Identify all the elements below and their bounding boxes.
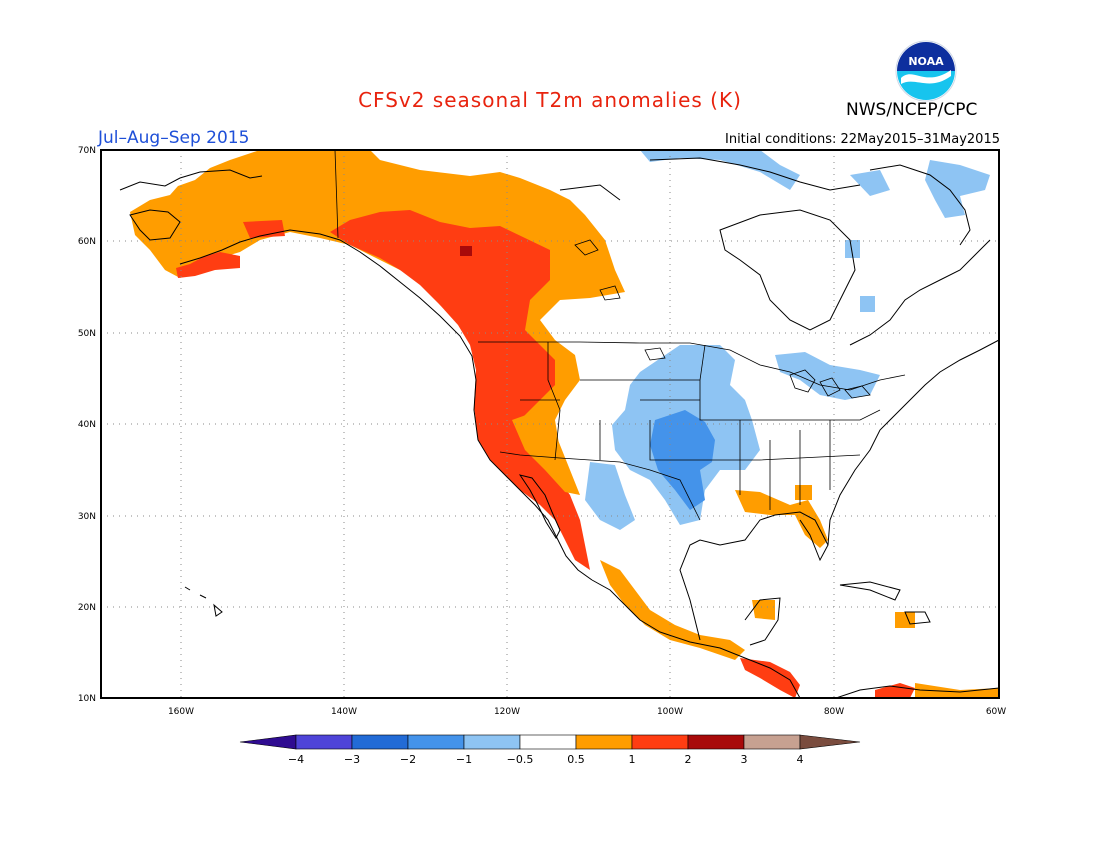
noaa-logo: NOAA [895, 40, 957, 102]
anomaly-region-baja [512, 410, 580, 495]
season-label: Jul–Aug–Sep 2015 [98, 128, 250, 148]
anomaly-region-hudson [845, 240, 860, 258]
lon-label: 140W [331, 707, 357, 717]
lat-label: 10N [78, 694, 96, 704]
colorbar-segment-m2-m1 [407, 734, 465, 750]
anomaly-region-caribbean [895, 612, 915, 628]
logo-text: NOAA [908, 55, 944, 68]
colorbar-label: −0.5 [507, 753, 534, 766]
colorbar-label: −1 [456, 753, 472, 766]
colorbar-segment-p05-p1 [575, 734, 633, 750]
agency-label: NWS/NCEP/CPC [846, 100, 978, 120]
anomaly-region-south-america-east [915, 683, 999, 698]
anomaly-region-south-america [875, 683, 915, 698]
colorbar-label: 3 [741, 753, 748, 766]
lon-label: 100W [657, 707, 683, 717]
map-frame [100, 149, 1000, 699]
anomaly-hotspot [460, 246, 472, 256]
lon-labels: 160W 140W 120W 100W 80W 60W [168, 707, 1006, 717]
coastlines [119, 157, 999, 698]
lon-label: 120W [494, 707, 520, 717]
anomaly-region-quebec [860, 296, 875, 312]
lat-label: 50N [78, 329, 96, 339]
colorbar-label: −4 [288, 753, 304, 766]
anomaly-region-pacific-coast [330, 210, 590, 570]
colorbar-segment-below-m4 [239, 734, 297, 750]
anomaly-region-greenland [925, 160, 990, 218]
colorbar-segment-m4-m3 [295, 734, 353, 750]
lon-label: 160W [168, 707, 194, 717]
lat-label: 60N [78, 237, 96, 247]
lat-label: 30N [78, 512, 96, 522]
colorbar-label: −3 [344, 753, 360, 766]
anomaly-region-yucatan [752, 600, 775, 620]
colorbar-segment-m3-m2 [351, 734, 409, 750]
initial-conditions-label: Initial conditions: 22May2015–31May2015 [725, 132, 1000, 147]
lon-label: 80W [824, 707, 844, 717]
colorbar-label: −2 [400, 753, 416, 766]
lon-label: 60W [986, 707, 1006, 717]
lat-labels: 70N 60N 50N 40N 30N 20N 10N [78, 146, 96, 704]
colorbar-segment-above-p4 [799, 734, 861, 750]
anomaly-region-aleutian-red [176, 252, 240, 278]
colorbar-segment-m1-m05 [463, 734, 521, 750]
colorbar [239, 734, 861, 750]
political-boundaries [334, 150, 906, 521]
grid-lines [101, 150, 999, 698]
anomaly-region-arctic [640, 150, 800, 190]
anomaly-region-southwest-us [585, 462, 635, 530]
anomaly-region-gulf-coast [735, 490, 828, 548]
anomaly-region-central-america [740, 658, 800, 698]
lakes [574, 239, 871, 399]
map-title: CFSv2 seasonal T2m anomalies (K) [358, 88, 742, 112]
lat-label: 20N [78, 603, 96, 613]
colorbar-label: 2 [685, 753, 692, 766]
colorbar-label: 4 [797, 753, 804, 766]
colorbar-segment-neutral [519, 734, 577, 750]
colorbar-segment-p3-p4 [743, 734, 801, 750]
colorbar-segment-p1-p2 [631, 734, 689, 750]
colorbar-segment-p2-p3 [687, 734, 745, 750]
lat-label: 40N [78, 420, 96, 430]
anomaly-region-baffin [850, 170, 890, 196]
map-area [101, 150, 999, 698]
colorbar-label: 1 [629, 753, 636, 766]
anomaly-region-southeast [795, 485, 812, 500]
lat-label: 70N [78, 146, 96, 156]
anomaly-region-mexico-coast [600, 560, 745, 660]
colorbar-label: 0.5 [567, 753, 585, 766]
colorbar-labels: −4 −3 −2 −1 −0.5 0.5 1 2 3 4 [288, 753, 804, 766]
